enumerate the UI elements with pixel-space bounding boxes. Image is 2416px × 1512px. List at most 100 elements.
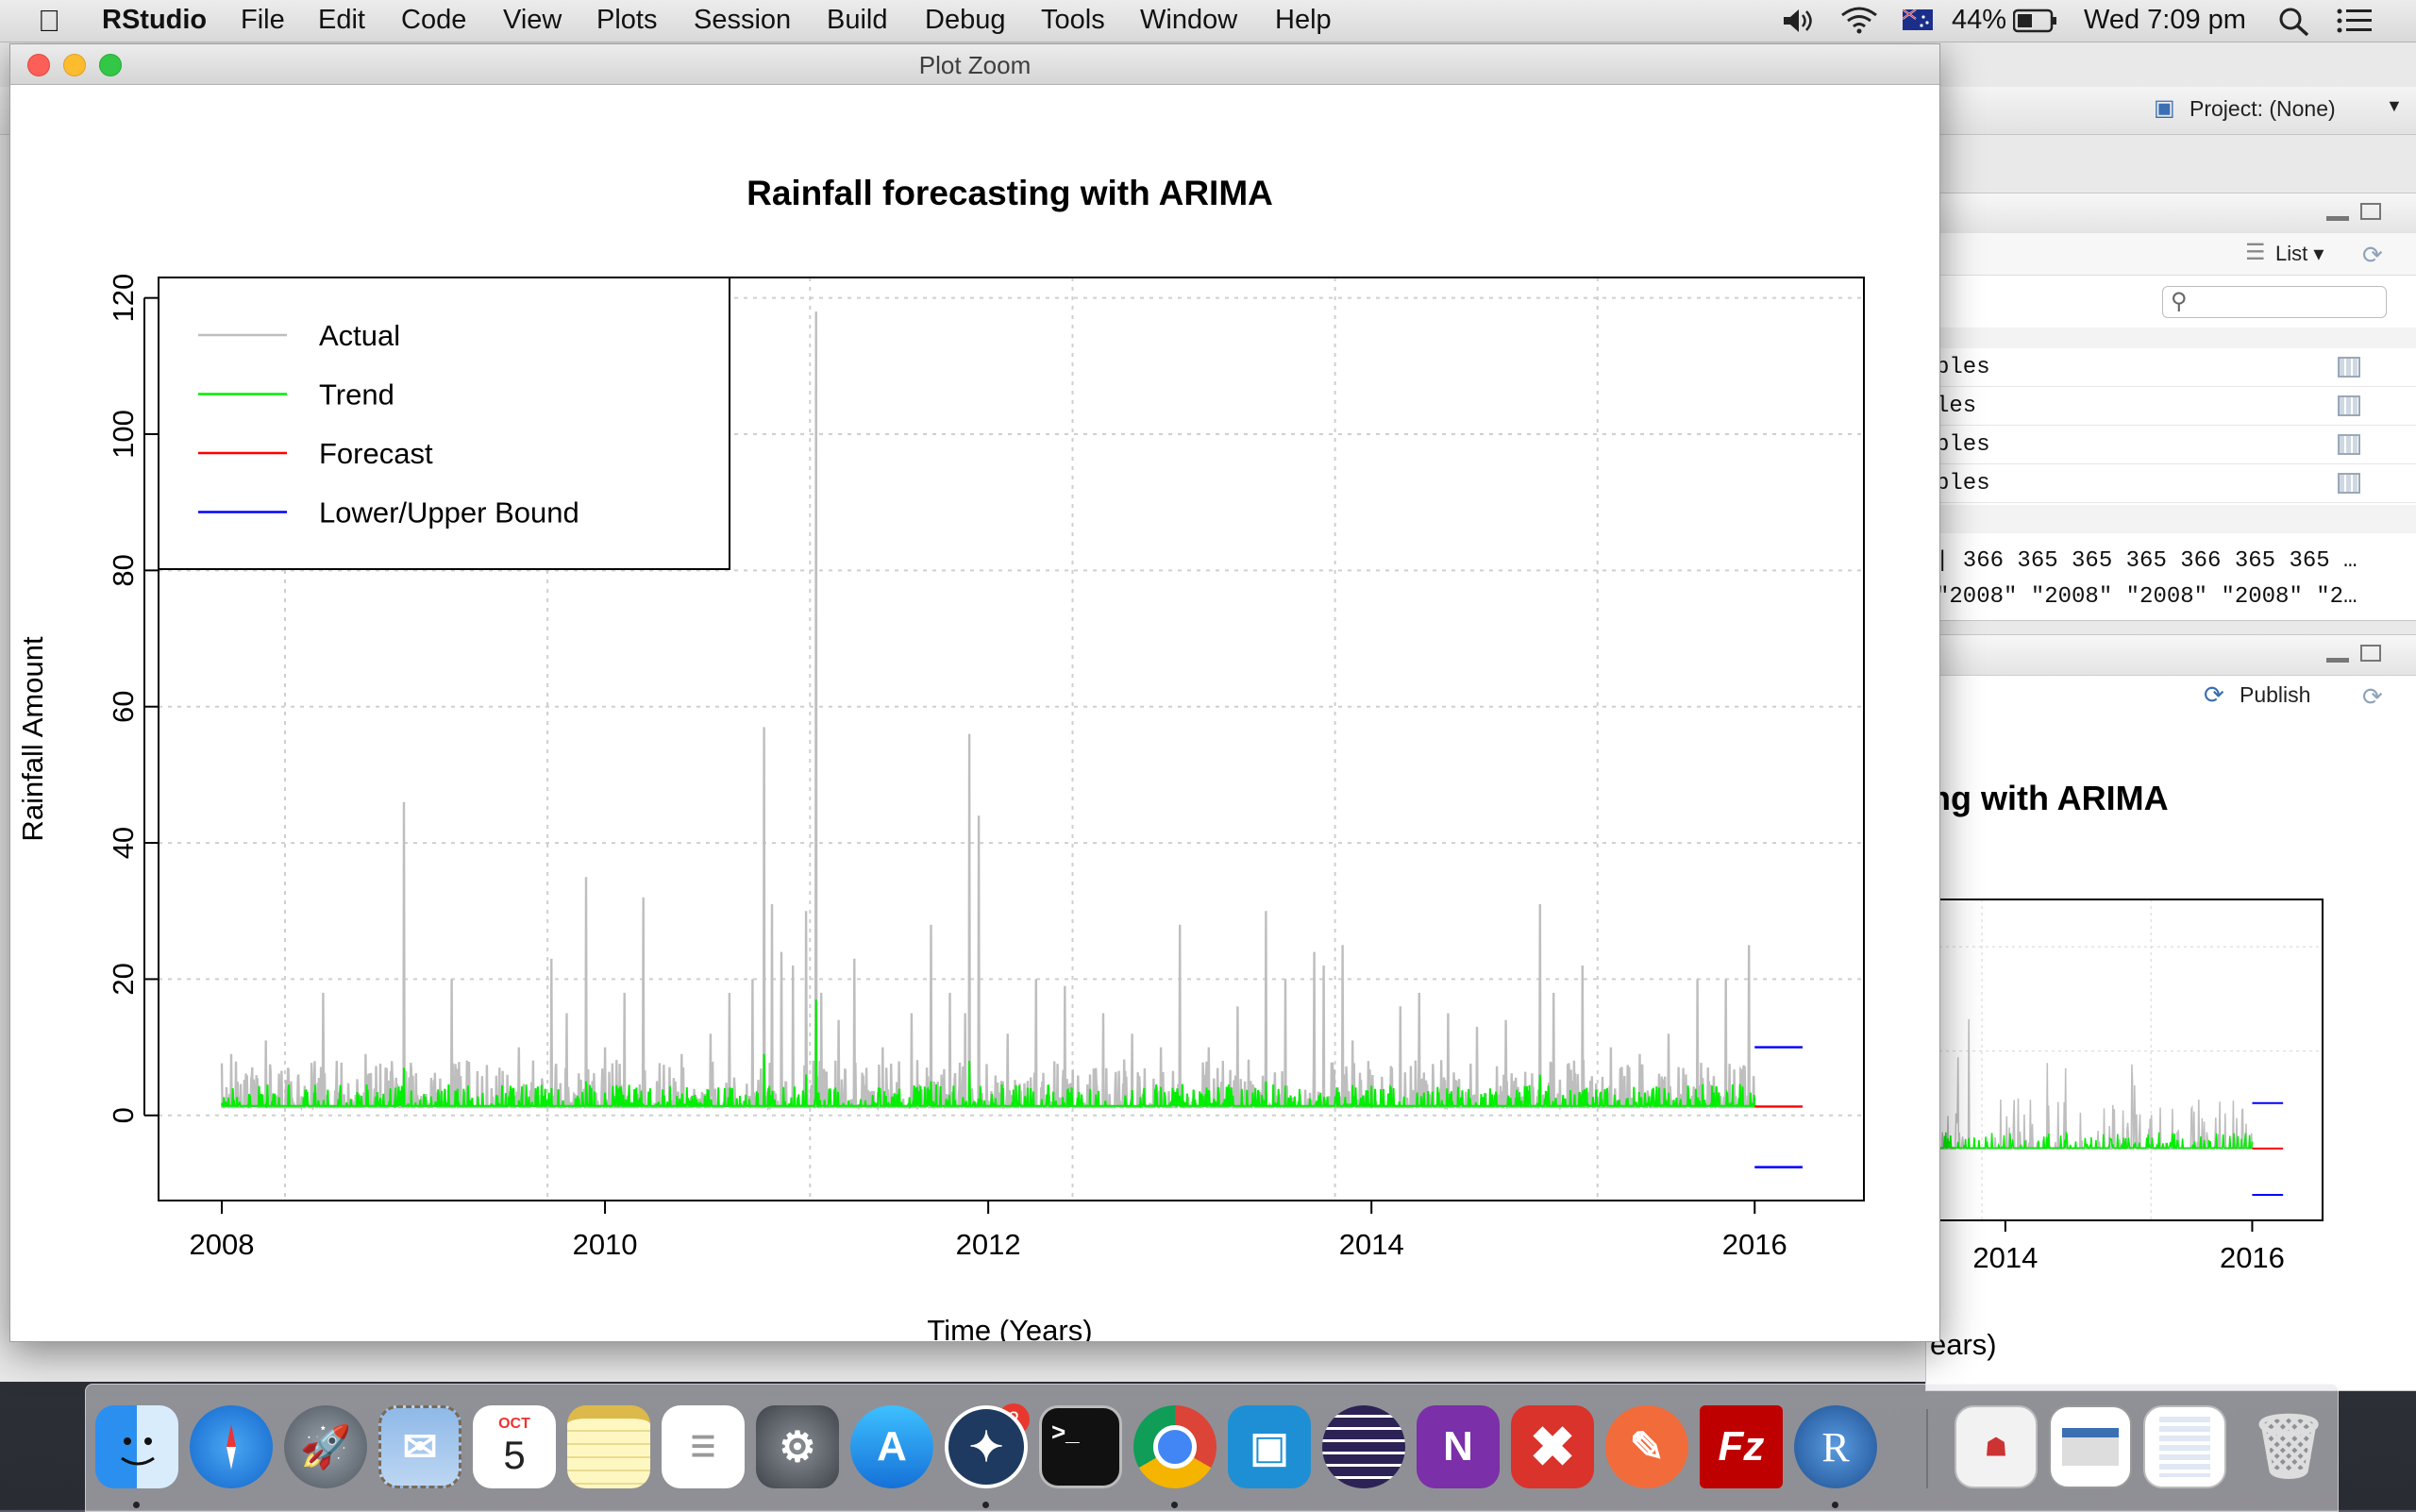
- minimize-pane-icon[interactable]: [2326, 658, 2349, 663]
- rainfall-chart: Rainfall forecasting with ARIMA Time (Ye…: [16, 174, 1865, 1341]
- onenote-icon[interactable]: N: [1417, 1405, 1500, 1488]
- refresh-icon[interactable]: ⟳: [2362, 241, 2383, 269]
- apple-menu-icon[interactable]: : [38, 4, 60, 39]
- chrome-icon[interactable]: [1133, 1405, 1216, 1488]
- chevron-down-icon[interactable]: ▼: [2386, 96, 2403, 115]
- y-tick-label: 0: [107, 1107, 140, 1123]
- wifi-icon[interactable]: [1840, 6, 1878, 34]
- minimize-pane-icon[interactable]: [2326, 216, 2349, 221]
- plot-zoom-window: Plot Zoom Rainfall forecasting with ARIM…: [9, 43, 1940, 1342]
- calendar-icon[interactable]: OCT 5: [473, 1405, 556, 1488]
- flag-icon[interactable]: [1903, 9, 1933, 30]
- battery-icon[interactable]: [2013, 8, 2058, 33]
- spotlight-icon[interactable]: [2278, 7, 2310, 37]
- project-menu[interactable]: Project: (None): [2190, 96, 2336, 121]
- close-window-button[interactable]: [27, 54, 50, 76]
- legend-label: Actual: [319, 319, 400, 352]
- menu-session[interactable]: Session: [694, 5, 792, 35]
- filezilla-icon[interactable]: Fz: [1700, 1405, 1783, 1488]
- publish-icon[interactable]: ⟳: [2204, 680, 2224, 709]
- legend-label: Forecast: [319, 437, 433, 470]
- menu-window[interactable]: Window: [1140, 5, 1238, 35]
- x-tick-label: 2008: [190, 1228, 255, 1261]
- crossover-icon[interactable]: ✖: [1511, 1405, 1594, 1488]
- screenshot-thumbnail: [2062, 1428, 2119, 1466]
- notification-center-icon[interactable]: [2337, 8, 2373, 33]
- mail-icon[interactable]: ✉: [378, 1405, 461, 1488]
- trash-icon[interactable]: 🗑: [2249, 1411, 2328, 1481]
- terminal-icon[interactable]: >_: [1039, 1405, 1122, 1488]
- x-tick-label: 2014: [1339, 1228, 1404, 1261]
- menu-plots[interactable]: Plots: [596, 5, 658, 35]
- zoom-window-button[interactable]: [99, 54, 122, 76]
- list-view-dropdown[interactable]: List ▾: [2275, 242, 2324, 265]
- plots-pane: ⟳ Publish ⟳ ng with ARIMA 2014 2016 ears): [1925, 634, 2416, 1391]
- menu-view[interactable]: View: [503, 5, 562, 35]
- menu-code[interactable]: Code: [401, 5, 467, 35]
- x-axis-label: Time (Years): [927, 1314, 1092, 1341]
- env-row[interactable]: les: [1926, 387, 2416, 426]
- eclipse-icon[interactable]: [1322, 1405, 1405, 1488]
- list-view-label: List: [2275, 242, 2308, 265]
- menu-debug[interactable]: Debug: [925, 5, 1006, 35]
- menu-tools[interactable]: Tools: [1041, 5, 1105, 35]
- reminders-icon[interactable]: ☰: [662, 1405, 745, 1488]
- table-view-icon[interactable]: [2338, 357, 2360, 378]
- search-icon: ⚲: [2171, 289, 2188, 314]
- y-tick-label: 20: [107, 963, 140, 995]
- series-trend-line: [221, 1000, 1756, 1110]
- menu-file[interactable]: File: [241, 5, 285, 35]
- legend-label: Trend: [319, 378, 394, 412]
- refresh-icon[interactable]: ⟳: [2362, 682, 2383, 711]
- x-tick-label: 2012: [956, 1228, 1021, 1261]
- r-app-label: R: [1821, 1423, 1850, 1470]
- maximize-pane-icon[interactable]: [2360, 203, 2381, 220]
- table-view-icon[interactable]: [2338, 473, 2360, 494]
- environment-pane: ☰ List ▾ ⟳ ⚲ ples les ples ples | 366 36…: [1925, 193, 2416, 621]
- menu-build[interactable]: Build: [827, 5, 888, 35]
- env-row[interactable]: ples: [1926, 426, 2416, 464]
- thumb-series-group: [1926, 899, 2323, 1220]
- downloads-stack-icon[interactable]: [2143, 1405, 2226, 1488]
- onenote-label: N: [1443, 1423, 1473, 1470]
- app-store-icon[interactable]: A: [850, 1405, 933, 1488]
- notes-icon[interactable]: [567, 1405, 650, 1488]
- menu-edit[interactable]: Edit: [318, 5, 365, 35]
- window-titlebar: Plot Zoom: [10, 44, 1939, 85]
- finder-icon[interactable]: [95, 1405, 178, 1488]
- y-tick-label: 100: [107, 410, 140, 459]
- table-view-icon[interactable]: [2338, 395, 2360, 416]
- chart-title: Rainfall forecasting with ARIMA: [747, 174, 1273, 212]
- dock-separator: [1926, 1409, 1928, 1488]
- project-icon: ▣: [2154, 95, 2175, 121]
- thumb-trend-line: [1926, 1131, 2254, 1150]
- env-section-header: [1926, 505, 2416, 533]
- volume-icon[interactable]: [1782, 8, 1816, 34]
- postman-icon[interactable]: ✎: [1605, 1405, 1688, 1488]
- screenshot-icon[interactable]: [2049, 1405, 2132, 1488]
- x-tick-label: 2016: [1722, 1228, 1787, 1261]
- environment-search-input[interactable]: ⚲: [2162, 286, 2387, 318]
- r-app-icon[interactable]: R: [1794, 1405, 1877, 1488]
- remote-desktop-icon[interactable]: ▣: [1228, 1405, 1311, 1488]
- maximize-pane-icon[interactable]: [2360, 645, 2381, 662]
- launchpad-icon[interactable]: 🚀: [284, 1405, 367, 1488]
- calendar-month: OCT: [498, 1416, 530, 1432]
- plot-thumbnail-title: ng with ARIMA: [1930, 779, 2169, 817]
- clock[interactable]: Wed 7:09 pm: [2084, 5, 2246, 35]
- system-preferences-icon[interactable]: ⚙: [756, 1405, 839, 1488]
- sourcetree-icon[interactable]: ✦: [945, 1405, 1028, 1488]
- minimize-window-button[interactable]: [63, 54, 86, 76]
- app-menu-rstudio[interactable]: RStudio: [102, 5, 208, 35]
- publish-button[interactable]: Publish: [2240, 682, 2311, 707]
- preview-icon[interactable]: ☗: [1955, 1405, 2038, 1488]
- safari-icon[interactable]: [190, 1405, 273, 1488]
- env-row[interactable]: ples: [1926, 464, 2416, 503]
- table-view-icon[interactable]: [2338, 434, 2360, 455]
- plot-thumbnail: 2014 2016: [1926, 899, 2324, 1274]
- series-actual-line: [220, 311, 1755, 1112]
- env-value-line: | 366 365 365 365 366 365 365 …: [1936, 548, 2357, 574]
- menu-help[interactable]: Help: [1275, 5, 1332, 35]
- env-row[interactable]: ples: [1926, 348, 2416, 387]
- terminal-prompt: >_: [1051, 1418, 1080, 1446]
